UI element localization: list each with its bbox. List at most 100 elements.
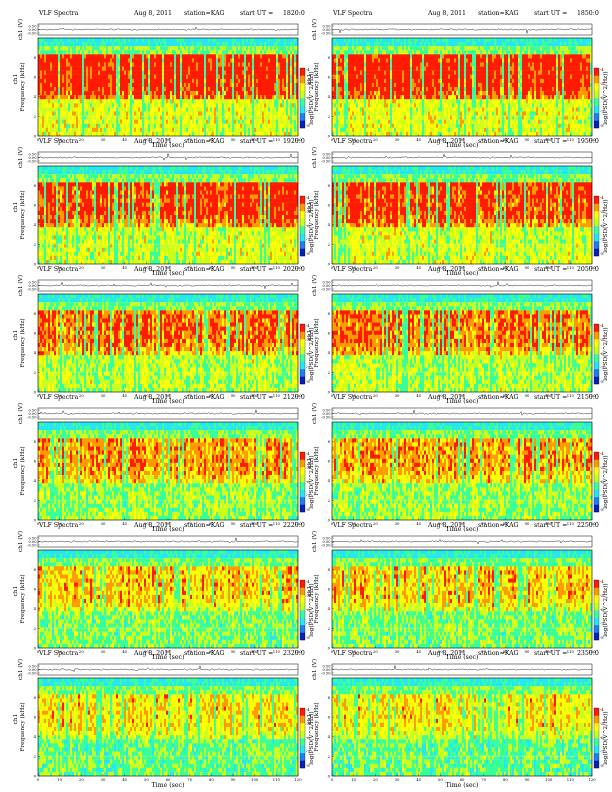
panel-start-time: 2150:0: [577, 394, 599, 401]
panel-start-label: start UT =: [240, 522, 273, 529]
freq-tick-label: 0: [34, 517, 37, 522]
colorbar-label: log(PSD(V^2/Hz)): [602, 455, 609, 508]
freq-axis-label: Frequency (kHz): [19, 62, 26, 111]
spectra-panel: VLF Spectra Aug 8, 2011 station=KAG start U…: [10, 136, 315, 277]
time-tick-label: 110: [273, 265, 281, 270]
colorbar-tick-label: -6: [306, 480, 310, 484]
time-tick-label: 100: [251, 649, 259, 654]
wave-tick-label: 0.00: [28, 540, 37, 544]
channel-label: ch1: [13, 586, 19, 597]
time-tick-label: 50: [144, 521, 149, 526]
spectra-panel-svg: VLF Spectra Aug 8, 2011 station=KAG start U…: [307, 266, 609, 405]
time-axis-label: Time (sec): [446, 782, 479, 789]
time-tick-label: 90: [525, 137, 530, 142]
time-tick-label: 60: [166, 137, 171, 142]
panel-date: Aug 8, 2011: [133, 138, 172, 145]
wave-axis-label: ch1 (V): [17, 403, 24, 424]
time-tick-label: 60: [166, 521, 171, 526]
panel-date: Aug 8, 2011: [133, 266, 172, 273]
time-axis-label: Time (sec): [152, 142, 185, 149]
wave-tick-label: -0.50: [321, 671, 331, 675]
spectra-panel-svg: VLF Spectra Aug 8, 2011 station=KAG start U…: [13, 650, 315, 789]
time-tick-label: 110: [273, 137, 281, 142]
waveform-trace: [331, 281, 593, 288]
time-tick-label: 20: [373, 649, 378, 654]
panel-start-time: 2220:0: [283, 522, 305, 529]
time-tick-label: 50: [144, 649, 149, 654]
time-tick-label: 70: [187, 777, 192, 782]
time-tick-label: 80: [209, 137, 214, 142]
colorbar-tick-label: -6: [600, 480, 604, 484]
time-tick-label: 60: [460, 777, 465, 782]
wave-tick-label: 0.00: [28, 668, 37, 672]
freq-tick-label: 2: [34, 498, 37, 503]
wave-tick-label: -0.50: [27, 159, 37, 163]
waveform-trace: [331, 409, 593, 416]
colorbar-tick-label: -6: [600, 352, 604, 356]
spectrogram: [38, 38, 299, 137]
time-tick-label: 50: [144, 265, 149, 270]
time-tick-label: 100: [251, 777, 259, 782]
time-tick-label: 10: [57, 649, 62, 654]
time-tick-label: 50: [144, 393, 149, 398]
time-tick-label: 20: [373, 393, 378, 398]
time-tick-label: 80: [503, 521, 508, 526]
waveform-trace: [37, 537, 299, 544]
panel-station: station=KAG: [478, 522, 519, 529]
wave-axis-label: ch1 (V): [17, 147, 24, 168]
channel-label: ch1: [307, 714, 313, 725]
panel-date: Aug 8, 2011: [427, 266, 466, 273]
time-tick-label: 90: [231, 137, 236, 142]
colorbar-tick-label: -5: [306, 722, 310, 726]
waveform-trace: [331, 28, 593, 34]
panel-date: Aug 8, 2011: [427, 394, 466, 401]
time-tick-label: 30: [395, 265, 400, 270]
wave-tick-label: 0.00: [322, 156, 331, 160]
freq-tick-label: 8: [328, 311, 331, 316]
panel-title: VLF Spectra: [332, 266, 373, 273]
freq-tick-label: 0: [328, 261, 331, 266]
time-axis-label: Time (sec): [152, 398, 185, 405]
panel-station: station=KAG: [184, 266, 225, 273]
colorbar-tick-label: -4: [306, 708, 310, 712]
waveform-trace: [37, 26, 299, 31]
time-tick-label: 30: [395, 393, 400, 398]
freq-tick-label: 2: [34, 754, 37, 759]
freq-tick-label: 4: [328, 606, 331, 611]
spectra-panel: VLF Spectra Aug 8, 2011 station=KAG start U…: [10, 520, 315, 661]
panel-title: VLF Spectra: [38, 394, 79, 401]
channel-label: ch1: [13, 202, 19, 213]
colorbar-tick-label: -4: [600, 324, 604, 328]
panel-date: Aug 8, 2011: [427, 138, 466, 145]
time-tick-label: 110: [273, 649, 281, 654]
time-tick-label: 120: [588, 521, 596, 526]
time-tick-label: 30: [395, 777, 400, 782]
wave-tick-label: 0.50: [28, 24, 37, 28]
freq-tick-label: 6: [34, 203, 37, 208]
wave-tick-label: 0.50: [322, 536, 331, 540]
colorbar-tick-label: -4: [306, 452, 310, 456]
spectra-panel: VLF Spectra Aug 8, 2011 station=KAG start U…: [304, 8, 609, 149]
time-tick-label: 20: [373, 521, 378, 526]
time-tick-label: 60: [166, 393, 171, 398]
colorbar-tick-label: -5: [600, 82, 604, 86]
time-tick-label: 20: [79, 137, 84, 142]
freq-tick-label: 0: [328, 133, 331, 138]
freq-tick-label: 8: [328, 695, 331, 700]
time-tick-label: 70: [187, 393, 192, 398]
time-tick-label: 10: [57, 777, 62, 782]
time-tick-label: 70: [481, 137, 486, 142]
time-tick-label: 120: [588, 649, 596, 654]
colorbar-tick-label: -8: [600, 124, 604, 128]
colorbar-tick-label: -8: [306, 764, 310, 768]
colorbar-tick-label: -5: [306, 594, 310, 598]
colorbar-tick-label: -4: [600, 196, 604, 200]
colorbar-tick-label: -6: [600, 224, 604, 228]
wave-axis-label: ch1 (V): [17, 659, 24, 680]
channel-label: ch1: [307, 586, 313, 597]
wave-tick-label: -0.50: [321, 543, 331, 547]
time-tick-label: 0: [331, 265, 334, 270]
freq-tick-label: 0: [328, 773, 331, 778]
time-tick-label: 40: [122, 649, 127, 654]
freq-tick-label: 2: [328, 754, 331, 759]
